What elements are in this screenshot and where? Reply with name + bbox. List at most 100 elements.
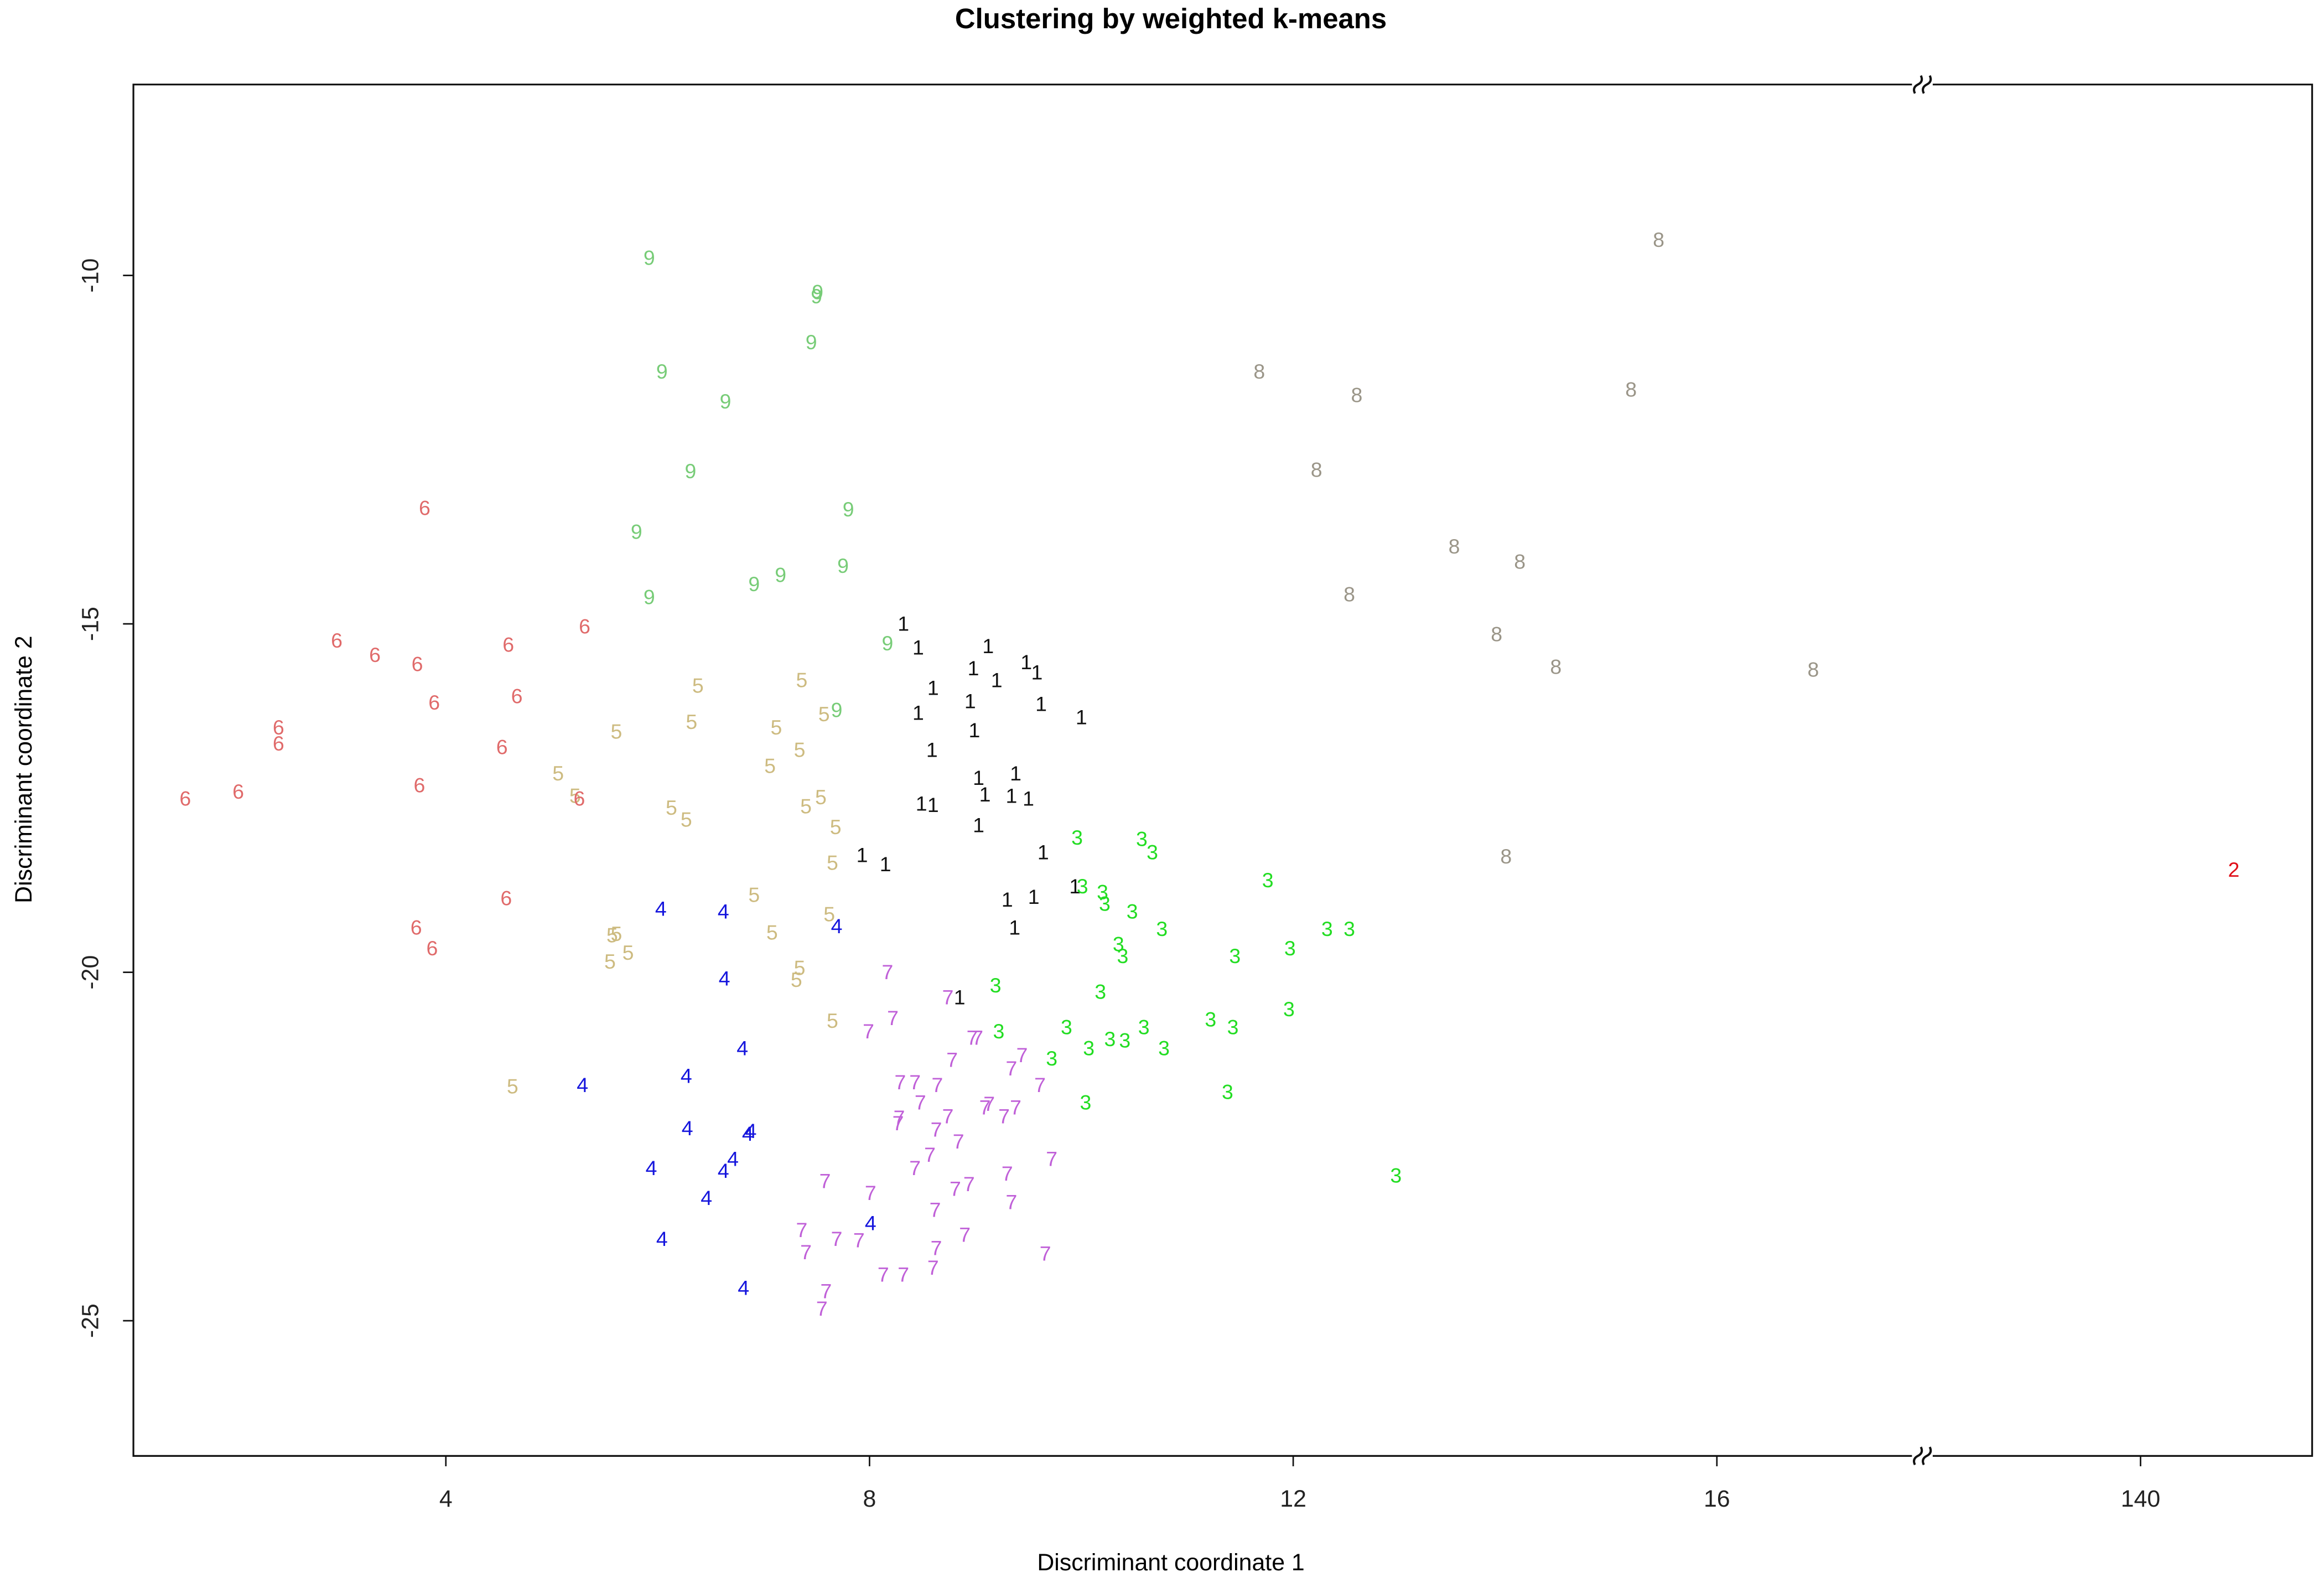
cluster-point: 1 [1069,875,1081,898]
cluster-point: 5 [791,968,802,991]
cluster-point: 7 [931,1118,942,1141]
cluster-point: 1 [880,852,891,876]
cluster-point: 6 [232,780,244,803]
cluster-point: 3 [1222,1080,1233,1104]
cluster-point: 7 [1010,1095,1021,1119]
cluster-point: 8 [1449,535,1460,558]
cluster-point: 6 [574,787,585,810]
cluster-point: 7 [895,1070,906,1094]
cluster-point: 5 [794,956,806,979]
cluster-point: 6 [412,653,423,676]
cluster-point: 3 [1094,980,1106,1003]
cluster-point: 6 [369,643,381,666]
cluster-point: 5 [606,923,618,946]
cluster-point: 1 [964,689,976,712]
cluster-point: 1 [926,738,938,761]
cluster-point: 7 [898,1263,909,1286]
cluster-point: 7 [931,1237,942,1260]
cluster-point: 7 [942,1105,954,1128]
cluster-point: 3 [1119,1028,1130,1052]
cluster-point: 4 [736,1036,748,1059]
cluster-point: 7 [979,1095,991,1119]
cluster-point: 5 [622,941,634,964]
cluster-point: 5 [830,815,842,839]
cluster-point: 3 [1283,997,1295,1021]
y-axis-label: Discriminant coordinate 2 [11,635,37,903]
cluster-point: 3 [1262,868,1274,892]
x-axis-label: Discriminant coordinate 1 [1037,1549,1304,1576]
cluster-point: 3 [1083,1036,1094,1059]
cluster-point: 7 [909,1156,921,1180]
cluster-point: 3 [993,1020,1005,1043]
cluster-point: 5 [796,669,808,692]
cluster-point: 9 [685,459,697,483]
cluster-point: 7 [1006,1057,1018,1080]
cluster-point: 7 [909,1070,921,1094]
cluster-point: 1 [991,669,1003,692]
cluster-point: 5 [818,702,830,726]
x-tick-label: 140 [2121,1486,2160,1512]
cluster-point: 1 [1010,762,1021,785]
cluster-point: 4 [701,1186,712,1209]
cluster-point: 5 [823,903,835,926]
cluster-point: 6 [331,629,343,652]
cluster-point: 5 [552,762,564,785]
cluster-point: 1 [1035,692,1047,715]
cluster-point: 8 [1311,458,1322,481]
cluster-point: 8 [1808,658,1819,681]
cluster-point: 9 [831,699,843,722]
cluster-point: 7 [1034,1073,1046,1096]
cluster-point: 4 [719,966,730,990]
cluster-point: 3 [1046,1047,1057,1070]
cluster-point: 7 [953,1130,964,1153]
cluster-point: 7 [865,1181,876,1204]
x-tick-label: 12 [1280,1486,1306,1512]
cluster-point: 6 [502,633,514,656]
cluster-point: 7 [1002,1162,1013,1185]
cluster-point: 3 [1147,840,1158,863]
cluster-point: 7 [963,1172,975,1196]
cluster-point: 7 [1040,1242,1051,1265]
cluster-point: 3 [1104,1027,1116,1051]
cluster-point: 7 [942,985,954,1008]
cluster-point: 5 [681,808,692,831]
cluster-point: 9 [644,246,655,270]
cluster-point: 5 [815,785,827,809]
cluster-point: 4 [655,897,667,920]
cluster-point: 3 [1117,944,1129,968]
cluster-point: 3 [1061,1015,1072,1038]
cluster-point: 8 [1500,845,1512,868]
cluster-point: 6 [179,787,191,810]
cluster-point: 3 [1205,1008,1216,1031]
cluster-point: 4 [682,1116,693,1140]
cluster-point: 7 [915,1090,926,1114]
cluster-point: 1 [979,783,991,806]
cluster-point: 7 [959,1223,971,1246]
cluster-point: 8 [1253,360,1265,383]
cluster-point: 1 [912,635,924,659]
cluster-point: 7 [894,1106,905,1129]
cluster-point: 9 [631,520,642,543]
cluster-point: 3 [1127,900,1138,923]
cluster-point: 3 [1099,892,1111,915]
cluster-point: 5 [748,883,760,906]
cluster-point: 3 [1080,1090,1092,1114]
cluster-point: 3 [1077,875,1088,898]
cluster-point: 7 [887,1006,899,1030]
cluster-point: 4 [577,1073,588,1096]
cluster-point: 7 [927,1256,939,1279]
cluster-point: 1 [898,612,909,635]
cluster-point: 7 [983,1092,995,1115]
x-tick-label: 16 [1704,1486,1730,1512]
cluster-point: 7 [946,1048,958,1072]
cluster-point: 7 [882,960,894,984]
cluster-point: 5 [569,784,581,808]
cluster-point: 1 [1038,840,1049,863]
cluster-point: 3 [1158,1036,1170,1059]
cluster-point: 1 [1006,784,1018,808]
cluster-point: 4 [738,1276,749,1299]
cluster-point: 9 [843,498,854,521]
cluster-point: 7 [998,1105,1010,1128]
x-tick-label: 8 [863,1486,876,1512]
